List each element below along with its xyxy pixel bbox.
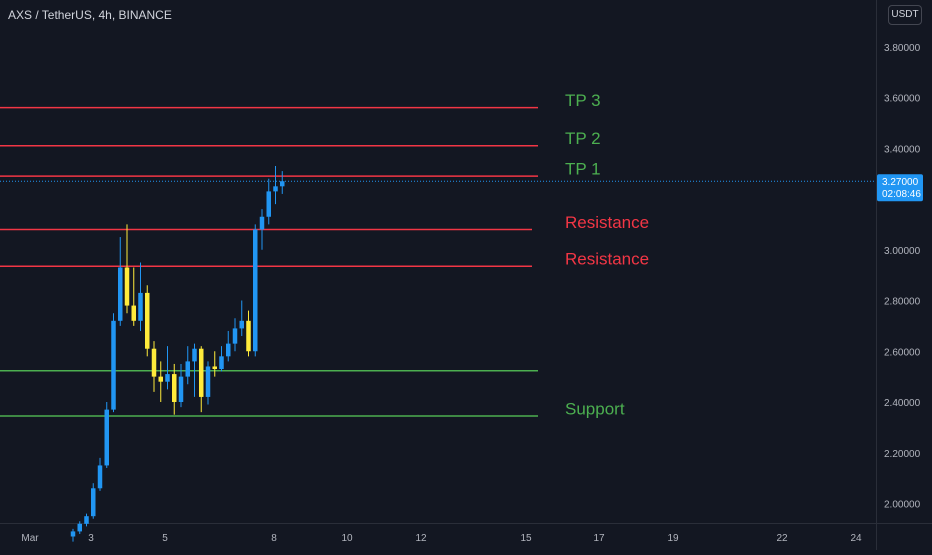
price-tick-label: 2.40000 bbox=[884, 398, 921, 409]
current-price-value: 3.27000 bbox=[882, 177, 919, 188]
candle-body bbox=[273, 186, 278, 192]
current-price-countdown: 02:08:46 bbox=[882, 189, 921, 200]
time-tick-label: 22 bbox=[776, 533, 788, 544]
candle-body bbox=[232, 328, 238, 344]
candle-body bbox=[178, 376, 184, 402]
time-tick-label: 15 bbox=[520, 533, 532, 544]
candle-body bbox=[185, 361, 190, 377]
candle-body bbox=[239, 320, 244, 329]
time-tick-label: 3 bbox=[88, 533, 94, 544]
candle-body bbox=[259, 216, 265, 230]
price-tick-label: 3.60000 bbox=[884, 94, 921, 105]
candle-body bbox=[172, 374, 177, 402]
candle-body bbox=[70, 531, 76, 537]
price-tick-label: 2.60000 bbox=[884, 347, 921, 358]
price-tick-label: 3.80000 bbox=[884, 43, 921, 54]
time-tick-label: 10 bbox=[341, 533, 353, 544]
candle-body bbox=[77, 523, 82, 532]
candle-body bbox=[97, 465, 103, 489]
candle-body bbox=[219, 356, 224, 370]
price-tick-label: 3.40000 bbox=[884, 144, 921, 155]
time-tick-label: 5 bbox=[162, 533, 168, 544]
levels-layer: TP 3 TP 2 TP 1 Resistance Resistance Support bbox=[0, 91, 649, 418]
candles-layer bbox=[70, 166, 285, 542]
time-tick-label: 24 bbox=[850, 533, 862, 544]
price-tick-label: 2.00000 bbox=[884, 500, 921, 511]
price-tick-label: 2.80000 bbox=[884, 297, 921, 308]
price-axis[interactable]: 2.00000 2.20000 2.40000 2.60000 2.80000 3.000… bbox=[884, 43, 921, 511]
time-tick-label: 19 bbox=[667, 533, 679, 544]
candle-body bbox=[205, 366, 211, 397]
level-label: Support bbox=[565, 399, 625, 418]
candle-body bbox=[199, 348, 204, 397]
time-tick-label: 17 bbox=[593, 533, 605, 544]
level-label: TP 3 bbox=[565, 91, 601, 110]
current-price-badge bbox=[877, 174, 923, 202]
candle-body bbox=[151, 348, 157, 377]
candle-body bbox=[253, 229, 258, 352]
level-label: TP 2 bbox=[565, 129, 601, 148]
time-tick-label: Mar bbox=[21, 533, 39, 544]
price-tick-label: 3.00000 bbox=[884, 246, 921, 257]
price-tick-label: 2.20000 bbox=[884, 449, 921, 460]
time-tick-label: 12 bbox=[415, 533, 427, 544]
level-label: TP 1 bbox=[565, 160, 601, 179]
candle-body bbox=[111, 320, 116, 410]
symbol-title[interactable]: AXS / TetherUS, 4h, BINANCE bbox=[8, 8, 172, 22]
candle-body bbox=[84, 516, 89, 524]
candle-body bbox=[212, 366, 217, 370]
candle-body bbox=[246, 320, 251, 352]
candle-body bbox=[192, 348, 197, 362]
currency-badge[interactable]: USDT bbox=[888, 5, 922, 25]
candle-body bbox=[266, 191, 271, 217]
candle-body bbox=[226, 343, 231, 357]
level-label: Resistance bbox=[565, 213, 649, 232]
time-tick-label: 8 bbox=[271, 533, 277, 544]
candle-body bbox=[131, 305, 136, 321]
candle-body bbox=[165, 374, 170, 382]
candle-body bbox=[118, 267, 123, 321]
candle-body bbox=[104, 409, 109, 466]
time-axis[interactable]: Mar 3 5 8 10 12 15 17 19 22 24 bbox=[21, 533, 862, 544]
candle-body bbox=[124, 267, 130, 306]
candle-body bbox=[138, 292, 143, 321]
candle-body bbox=[158, 376, 163, 382]
candle-body bbox=[91, 488, 96, 517]
candle-body bbox=[145, 292, 150, 349]
level-label: Resistance bbox=[565, 250, 649, 269]
candle-body bbox=[280, 181, 285, 187]
